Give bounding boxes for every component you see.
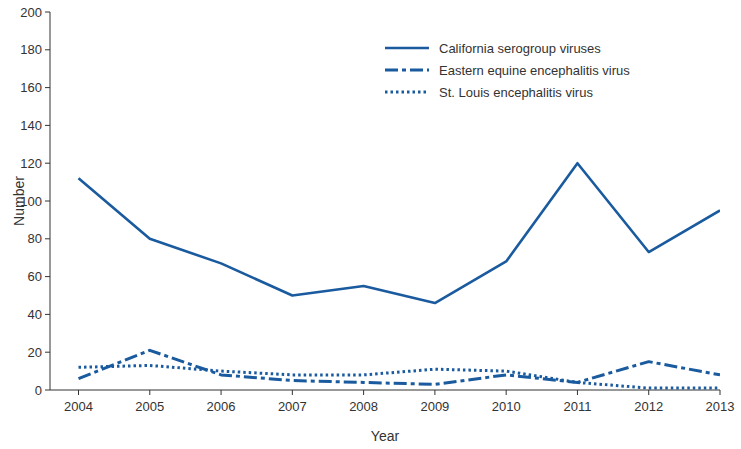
legend-label: California serogroup viruses [439, 41, 601, 56]
x-tick-label: 2006 [207, 399, 236, 414]
y-tick [45, 125, 50, 126]
y-tick [45, 314, 50, 315]
y-tick-label: 140 [20, 118, 42, 133]
x-tick [363, 390, 364, 395]
x-tick [78, 390, 79, 395]
x-axis-label: Year [371, 428, 400, 444]
y-tick-label: 200 [20, 5, 42, 20]
x-tick [648, 390, 649, 395]
x-tick-label: 2010 [492, 399, 521, 414]
x-tick-label: 2012 [634, 399, 663, 414]
x-tick-label: 2005 [135, 399, 164, 414]
y-tick-label: 180 [20, 42, 42, 57]
y-tick [45, 163, 50, 164]
y-axis-label: Number [11, 176, 27, 226]
y-tick [45, 49, 50, 50]
series-line [79, 365, 720, 388]
y-tick [45, 352, 50, 353]
x-tick [434, 390, 435, 395]
y-tick-label: 20 [28, 345, 42, 360]
plot-lines [79, 163, 720, 388]
x-tick-label: 2011 [563, 399, 591, 414]
x-tick [506, 390, 507, 395]
x-tick-label: 2007 [278, 399, 307, 414]
legend-label: Eastern equine encephalitis virus [439, 63, 630, 78]
x-tick [221, 390, 222, 395]
y-tick [45, 276, 50, 277]
legend-swatch [385, 47, 429, 50]
x-tick-label: 2009 [420, 399, 449, 414]
chart: 0204060801001201401601802002004200520062… [0, 0, 741, 449]
y-tick [45, 238, 50, 239]
x-tick-label: 2004 [64, 399, 93, 414]
x-tick [149, 390, 150, 395]
x-tick-label: 2013 [706, 399, 735, 414]
legend-swatch [385, 91, 429, 94]
x-tick [292, 390, 293, 395]
y-tick-label: 120 [20, 156, 42, 171]
series-line [79, 350, 720, 384]
y-tick-label: 40 [28, 307, 42, 322]
legend-label: St. Louis encephalitis virus [439, 85, 593, 100]
x-tick [577, 390, 578, 395]
x-tick [720, 390, 721, 395]
y-tick [45, 87, 50, 88]
y-tick [45, 390, 50, 391]
series-line [79, 163, 720, 303]
x-tick-label: 2008 [349, 399, 378, 414]
y-tick-label: 0 [35, 383, 42, 398]
y-tick [45, 201, 50, 202]
y-tick-label: 80 [28, 231, 42, 246]
y-tick [45, 12, 50, 13]
legend-swatch [385, 69, 429, 72]
y-tick-label: 160 [20, 80, 42, 95]
x-axis [50, 390, 720, 391]
y-tick-label: 60 [28, 269, 42, 284]
